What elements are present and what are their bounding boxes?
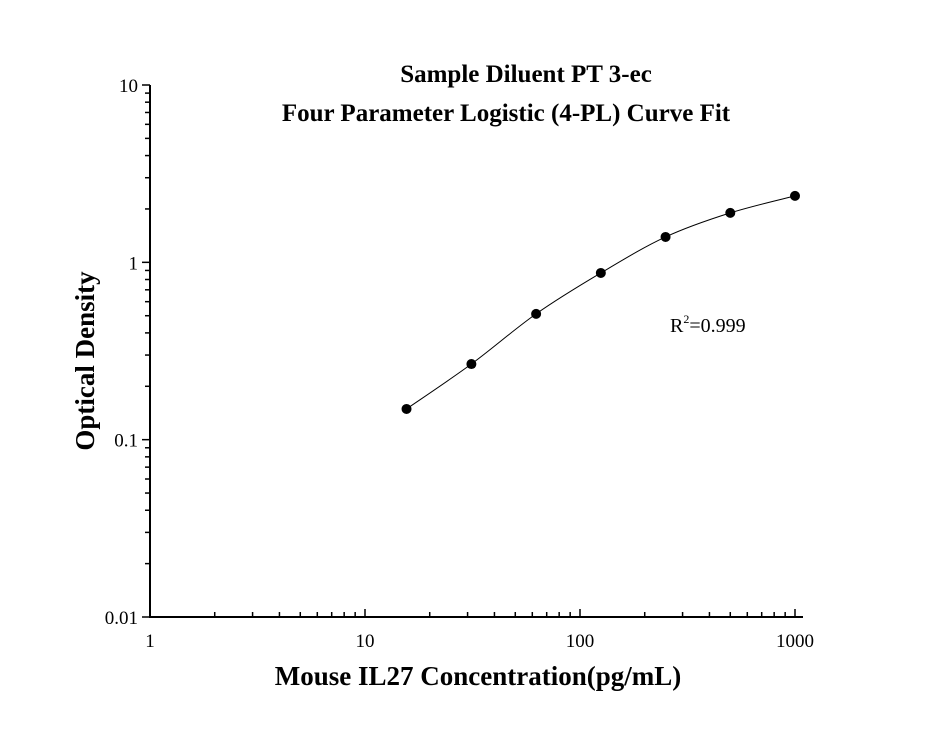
x-tick-label: 100: [566, 631, 595, 652]
tick-labels: 1 10 100 1000 0.01 0.1 1 10: [105, 76, 814, 652]
chart-title-line1: Sample Diluent PT 3-ec: [400, 61, 652, 88]
x-axis-label: Mouse IL27 Concentration(pg/mL): [275, 661, 682, 691]
x-tick-label: 1: [145, 631, 155, 652]
data-point: [466, 359, 477, 370]
x-tick-label: 1000: [776, 631, 814, 652]
y-tick-label: 0.1: [114, 431, 138, 452]
r-squared-superscript: 2: [683, 312, 689, 326]
r-squared-annotation: R2=0.999: [670, 312, 746, 337]
data-point: [790, 190, 800, 201]
data-point: [595, 267, 606, 278]
data-point: [660, 231, 671, 242]
chart-title-line2: Four Parameter Logistic (4-PL) Curve Fit: [282, 100, 731, 127]
y-tick-label: 0.01: [105, 608, 138, 629]
r-squared-base: R: [670, 315, 684, 337]
x-tick-label: 10: [356, 631, 375, 652]
data-points: [401, 190, 800, 414]
data-point: [531, 308, 542, 319]
y-axis-label: Optical Density: [70, 271, 100, 451]
y-tick-label: 10: [119, 76, 138, 97]
r-squared-value: =0.999: [689, 315, 745, 337]
axes: [142, 84, 803, 618]
y-tick-label: 1: [129, 253, 139, 274]
fit-curve: [406, 195, 796, 410]
data-point: [725, 207, 736, 218]
data-point: [401, 403, 412, 414]
